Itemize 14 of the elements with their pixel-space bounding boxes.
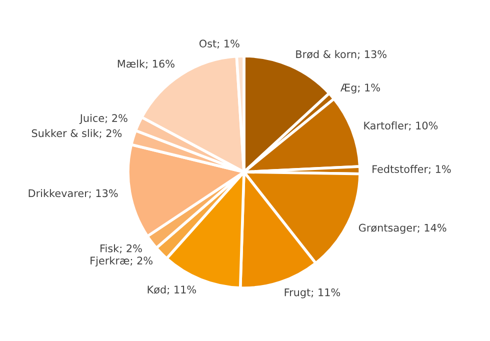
slice-label: Fedtstoffer; 1% bbox=[372, 164, 451, 174]
slice-label: Æg; 1% bbox=[340, 84, 380, 94]
slice-label: Frugt; 11% bbox=[284, 288, 340, 298]
slice-label: Drikkevarer; 13% bbox=[28, 189, 118, 198]
slice-label: Kød; 11% bbox=[148, 285, 196, 295]
slice-label: Mælk; 16% bbox=[118, 60, 174, 69]
slice-label: Grøntsager; 14% bbox=[358, 224, 446, 234]
slice-label: Kartofler; 10% bbox=[364, 121, 438, 131]
slice-label: Brød & korn; 13% bbox=[296, 50, 386, 60]
slice-label: Fjerkræ; 2% bbox=[90, 256, 152, 267]
slice-label: Juice; 2% bbox=[79, 114, 128, 124]
slice-label: Ost; 1% bbox=[199, 40, 240, 49]
slice-label: Fisk; 2% bbox=[100, 244, 142, 254]
slice-label: Sukker & slik; 2% bbox=[32, 129, 122, 138]
